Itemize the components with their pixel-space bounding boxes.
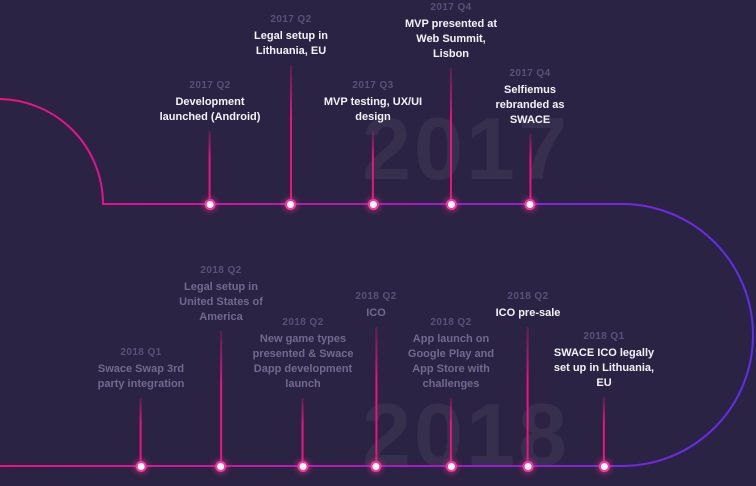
milestone-stem bbox=[290, 65, 292, 199]
milestone-dot[interactable] bbox=[370, 461, 382, 472]
milestone-2018-swap-integration: 2018 Q1 Swace Swap 3rd party integration bbox=[97, 347, 185, 472]
milestone-dot[interactable] bbox=[297, 461, 309, 472]
milestone-dot[interactable] bbox=[204, 199, 216, 210]
milestone-stem bbox=[603, 397, 605, 461]
milestone-dot[interactable] bbox=[522, 461, 534, 472]
milestone-quarter: 2018 Q2 bbox=[200, 265, 242, 276]
milestone-quarter: 2018 Q2 bbox=[430, 317, 472, 328]
milestone-2017-rebrand: 2017 Q4 Selfiemus rebranded as SWACE bbox=[495, 68, 565, 210]
milestone-dot[interactable] bbox=[215, 461, 227, 472]
milestone-title: Legal setup in Lithuania, EU bbox=[254, 30, 328, 57]
milestone-title: MVP testing, UX/UI design bbox=[323, 96, 423, 123]
milestone-quarter: 2017 Q3 bbox=[352, 80, 394, 91]
milestone-stem bbox=[450, 398, 452, 461]
milestone-dot[interactable] bbox=[135, 461, 147, 472]
milestone-quarter: 2018 Q1 bbox=[583, 331, 625, 342]
milestone-quarter: 2017 Q2 bbox=[270, 14, 312, 25]
milestone-dot[interactable] bbox=[445, 461, 457, 472]
milestone-title: App launch on Google Play and App Store … bbox=[407, 333, 495, 390]
milestone-title: Legal setup in United States of America bbox=[179, 281, 263, 323]
milestone-quarter: 2018 Q2 bbox=[282, 317, 324, 328]
milestone-title: Development launched (Android) bbox=[159, 96, 261, 123]
milestone-stem bbox=[139, 398, 142, 461]
milestone-2018-legal-usa: 2018 Q2 Legal setup in United States of … bbox=[179, 265, 263, 472]
milestone-title: SWACE ICO legally set up in Lithuania, E… bbox=[553, 347, 655, 389]
milestone-2018-app-launch: 2018 Q2 App launch on Google Play and Ap… bbox=[408, 317, 494, 472]
milestone-stem bbox=[527, 327, 529, 461]
milestone-title: New game types presented & Swace Dapp de… bbox=[252, 333, 354, 390]
milestone-quarter: 2017 Q4 bbox=[509, 68, 551, 79]
milestone-dot[interactable] bbox=[367, 199, 379, 210]
milestone-dot[interactable] bbox=[445, 199, 457, 210]
milestone-2018-new-game-types: 2018 Q2 New game types presented & Swace… bbox=[252, 317, 354, 472]
milestone-2017-mvp-testing: 2017 Q3 MVP testing, UX/UI design bbox=[324, 80, 422, 210]
milestone-2018-ico: 2018 Q2 ICO bbox=[355, 291, 396, 472]
milestone-stem bbox=[371, 131, 374, 199]
milestone-title: Selfiemus rebranded as SWACE bbox=[495, 84, 565, 126]
milestone-quarter: 2018 Q2 bbox=[507, 291, 549, 302]
milestone-quarter: 2018 Q2 bbox=[355, 291, 397, 302]
milestone-stem bbox=[302, 398, 304, 461]
milestone-title: Swace Swap 3rd party integration bbox=[97, 363, 185, 390]
milestone-stem bbox=[208, 131, 211, 199]
milestone-stem bbox=[529, 134, 531, 199]
milestone-2018-ico-legal: 2018 Q1 SWACE ICO legally set up in Lith… bbox=[554, 331, 654, 472]
milestone-2017-legal-lithuania: 2017 Q2 Legal setup in Lithuania, EU bbox=[254, 14, 328, 210]
milestone-stem bbox=[449, 68, 452, 199]
milestone-quarter: 2017 Q2 bbox=[189, 80, 231, 91]
milestone-stem bbox=[219, 331, 222, 461]
milestone-title: MVP presented at Web Summit, Lisbon bbox=[404, 18, 498, 60]
milestone-2017-development: 2017 Q2 Development launched (Android) bbox=[159, 80, 261, 210]
milestone-2018-ico-presale: 2018 Q2 ICO pre-sale bbox=[495, 291, 561, 472]
milestone-dot[interactable] bbox=[598, 461, 610, 472]
milestone-title: ICO pre-sale bbox=[495, 307, 561, 319]
milestone-2017-web-summit: 2017 Q4 MVP presented at Web Summit, Lis… bbox=[405, 2, 497, 210]
milestone-title: ICO bbox=[366, 307, 386, 319]
milestone-stem bbox=[374, 327, 377, 461]
milestone-dot[interactable] bbox=[285, 199, 297, 210]
milestone-dot[interactable] bbox=[524, 199, 536, 210]
milestone-quarter: 2018 Q1 bbox=[120, 347, 162, 358]
milestone-quarter: 2017 Q4 bbox=[430, 2, 472, 13]
